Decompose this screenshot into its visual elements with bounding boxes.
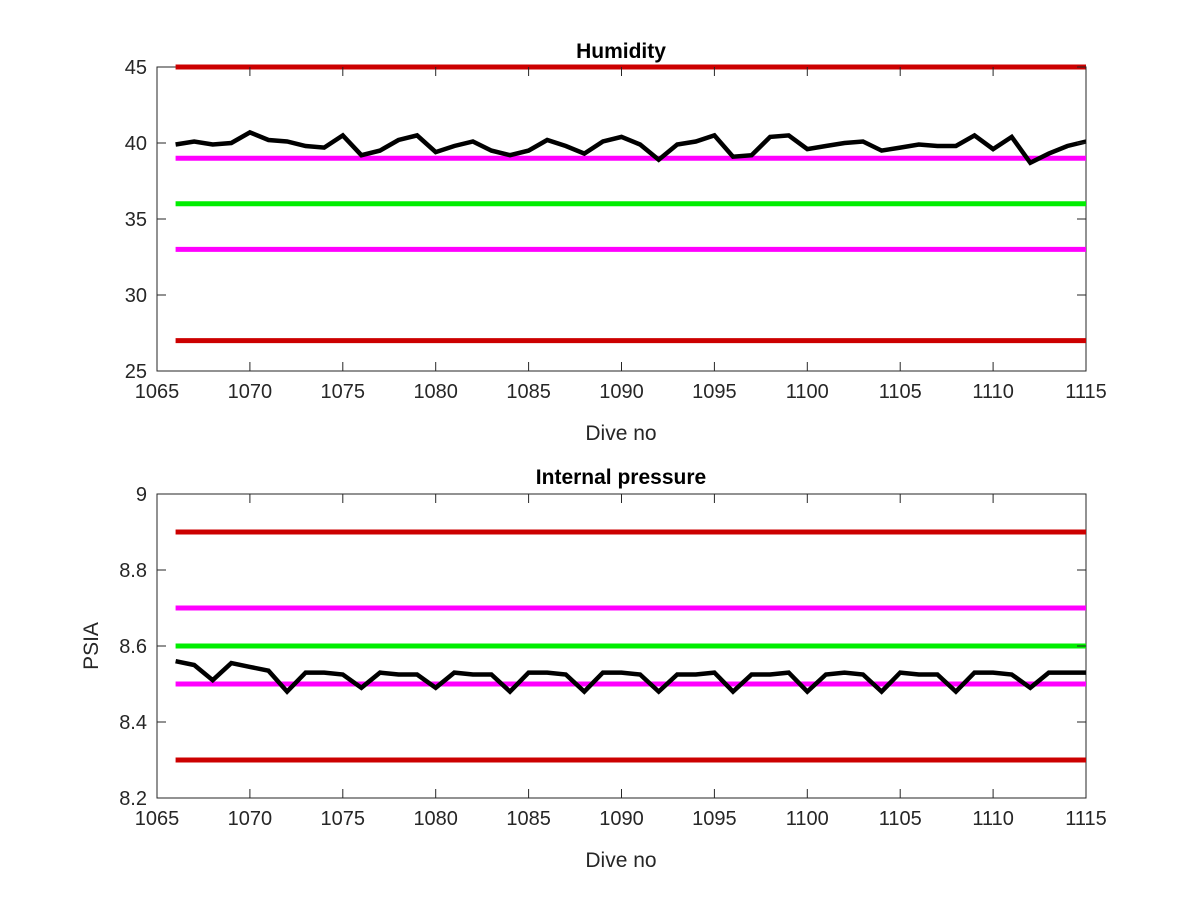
pressure-chart-title: Internal pressure (536, 466, 706, 489)
pressure-y-tick-label: 9 (136, 484, 147, 506)
pressure-x-ticks: 1065 1070 1075 1080 1085 1090 1095 1100 1105 1110… (135, 494, 1107, 830)
humidity-x-tick-label: 1080 (413, 381, 458, 403)
pressure-y-tick-label: 8.6 (119, 636, 147, 658)
pressure-y-axis-label: PSIA (80, 622, 103, 670)
humidity-threshold-lines (175, 64, 1086, 344)
humidity-x-tick-label: 1090 (599, 381, 644, 403)
humidity-y-tick-label: 45 (125, 57, 147, 79)
pressure-x-tick-label: 1095 (692, 808, 737, 830)
humidity-plot-area (156, 66, 1087, 372)
pressure-x-tick-label: 1080 (413, 808, 458, 830)
pressure-y-tick-label: 8.4 (119, 712, 147, 734)
humidity-x-tick-label: 1110 (972, 381, 1014, 403)
humidity-x-tick-label: 1075 (321, 381, 366, 403)
pressure-x-tick-label: 1115 (1065, 808, 1107, 830)
pressure-series-line (175, 658, 1086, 695)
pressure-x-tick-label: 1105 (879, 808, 922, 830)
pressure-threshold-lines (175, 529, 1086, 763)
humidity-x-ticks: 1065 1070 1075 1080 1085 1090 1095 1100 1105 1110… (135, 67, 1107, 403)
humidity-x-tick-label: 1085 (506, 381, 551, 403)
humidity-y-tick-label: 35 (125, 209, 147, 231)
humidity-x-tick-label: 1105 (879, 381, 922, 403)
humidity-series-line (175, 129, 1087, 166)
pressure-x-tick-label: 1110 (972, 808, 1014, 830)
humidity-x-tick-label: 1095 (692, 381, 737, 403)
humidity-x-tick-label: 1070 (228, 381, 273, 403)
humidity-x-tick-label: 1100 (786, 381, 829, 403)
humidity-y-tick-label: 30 (125, 285, 147, 307)
humidity-y-tick-label: 25 (125, 361, 147, 383)
pressure-x-tick-label: 1070 (228, 808, 273, 830)
humidity-series-group (175, 129, 1087, 166)
pressure-y-tick-label: 8.8 (119, 560, 147, 582)
pressure-x-tick-label: 1075 (321, 808, 366, 830)
pressure-x-tick-label: 1090 (599, 808, 644, 830)
pressure-x-tick-label: 1100 (786, 808, 829, 830)
humidity-x-tick-label: 1065 (135, 381, 180, 403)
humidity-x-tick-label: 1115 (1065, 381, 1107, 403)
humidity-chart-title: Humidity (576, 40, 666, 63)
pressure-series-group (175, 658, 1086, 695)
humidity-y-ticks: 25 30 35 40 45 (125, 57, 1086, 383)
pressure-y-tick-label: 8.2 (119, 788, 147, 810)
pressure-x-tick-label: 1065 (135, 808, 180, 830)
pressure-x-tick-label: 1085 (506, 808, 551, 830)
pressure-y-ticks: 8.2 8.4 8.6 8.8 9 (119, 484, 1086, 810)
humidity-y-tick-label: 40 (125, 133, 147, 155)
humidity-panel: 1065 1070 1075 1080 1085 1090 1095 1100 1105 1110… (125, 40, 1107, 445)
pressure-x-axis-label: Dive no (585, 849, 656, 872)
pressure-panel: 1065 1070 1075 1080 1085 1090 1095 1100 1105 1110… (80, 466, 1107, 872)
humidity-x-axis-label: Dive no (585, 422, 656, 445)
